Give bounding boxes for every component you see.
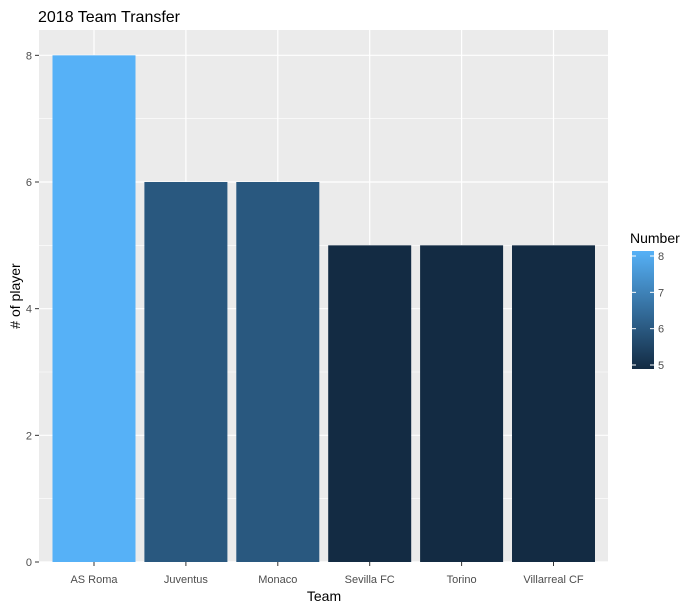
y-tick-label: 8 <box>26 50 32 62</box>
y-tick-label: 0 <box>26 557 32 569</box>
x-tick-label: Juventus <box>164 574 209 586</box>
y-axis: 0 2 4 6 8 <box>26 50 39 569</box>
legend: Number 5 6 7 8 <box>630 230 680 372</box>
y-tick-label: 4 <box>26 304 32 316</box>
legend-tick-label: 5 <box>658 360 664 372</box>
bar-sevilla-fc <box>328 245 412 563</box>
x-axis-title: Team <box>307 588 341 604</box>
bar-as-roma <box>52 55 136 562</box>
bar-monaco <box>236 182 320 562</box>
x-tick-label: Monaco <box>258 574 297 586</box>
legend-tick-label: 7 <box>658 287 664 299</box>
x-tick-label: AS Roma <box>70 574 118 586</box>
bar-juventus <box>144 182 228 562</box>
legend-colorbar <box>632 251 654 369</box>
bars <box>52 55 595 563</box>
x-tick-label: Torino <box>447 574 477 586</box>
legend-title: Number <box>630 230 680 246</box>
y-tick-label: 2 <box>26 430 32 442</box>
y-axis-title: # of player <box>7 263 23 329</box>
y-tick-label: 6 <box>26 177 32 189</box>
x-tick-label: Sevilla FC <box>345 574 395 586</box>
legend-tick-label: 8 <box>658 251 664 263</box>
bar-villarreal-cf <box>512 245 595 563</box>
bar-torino <box>420 245 504 563</box>
x-axis: AS Roma Juventus Monaco Sevilla FC Torino Vil… <box>70 562 584 586</box>
legend-tick-label: 6 <box>658 324 664 336</box>
chart-title: 2018 Team Transfer <box>38 9 181 26</box>
x-tick-label: Villarreal CF <box>523 574 584 586</box>
